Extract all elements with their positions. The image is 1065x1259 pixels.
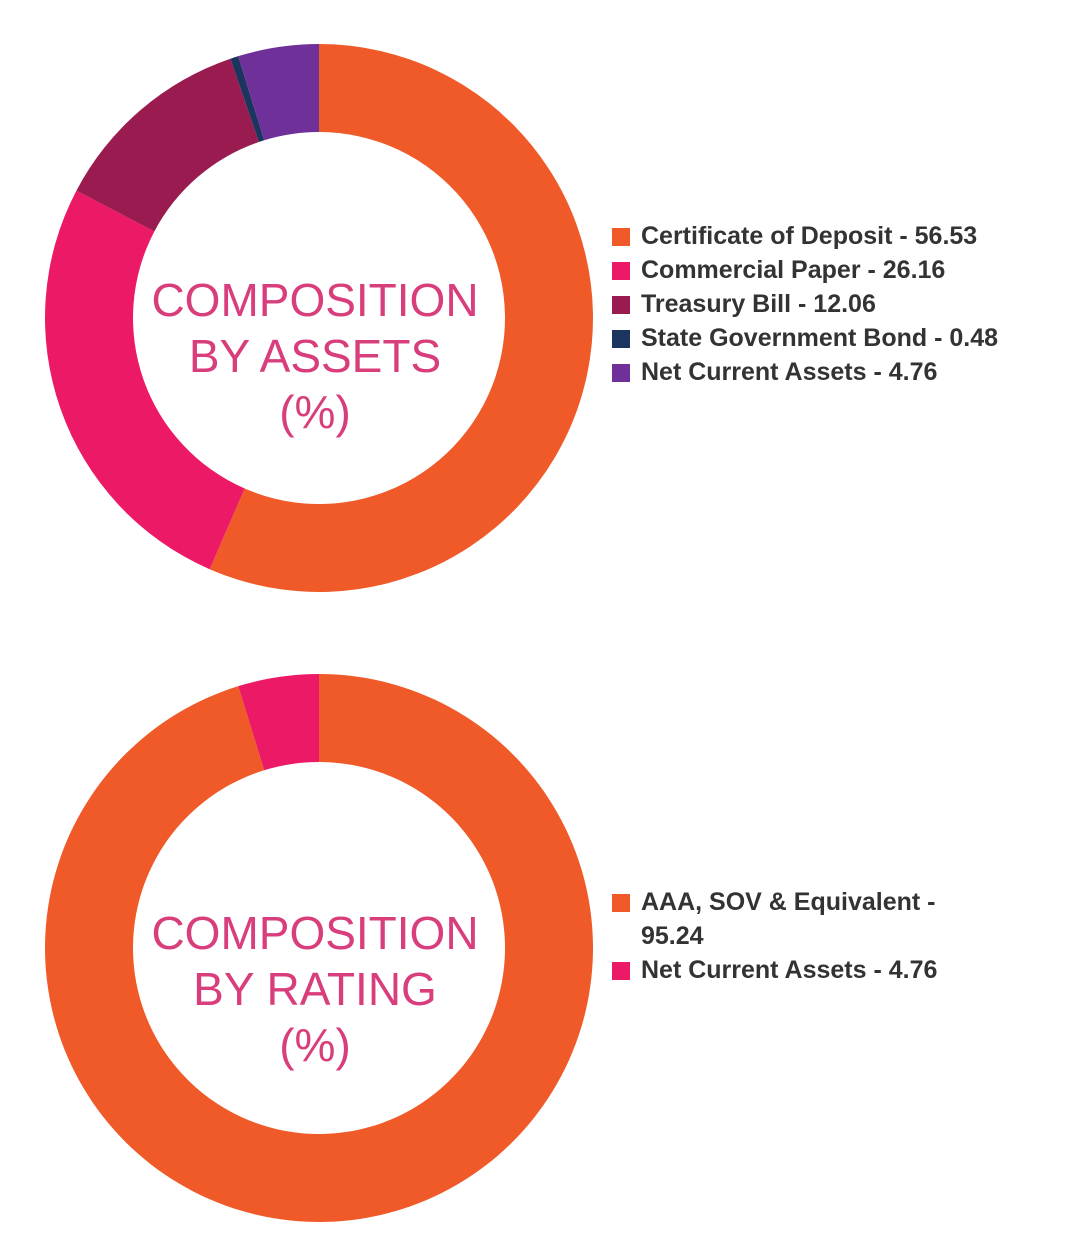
legend-swatch <box>612 364 630 382</box>
composition-by-assets-chart: COMPOSITION BY ASSETS (%) Certificate of… <box>45 44 1041 592</box>
legend-item-net-current-assets: Net Current Assets - 4.76 <box>612 355 1041 389</box>
legend-swatch <box>612 228 630 246</box>
legend-swatch <box>612 330 630 348</box>
slice-aaa-sov-equivalent <box>44 674 593 1222</box>
legend-swatch <box>612 894 630 912</box>
assets-donut <box>45 44 594 592</box>
legend-item-net-current-assets: Net Current Assets - 4.76 <box>612 953 1041 987</box>
legend-swatch <box>612 262 630 280</box>
composition-by-rating-chart: COMPOSITION BY RATING (%) AAA, SOV & Equ… <box>0 630 1065 1259</box>
slice-net-current-assets <box>238 44 319 141</box>
assets-title-line-2: BY ASSETS <box>188 330 442 382</box>
legend-item-certificate-of-deposit: Certificate of Deposit - 56.53 <box>612 219 1041 253</box>
legend-item-commercial-paper: Commercial Paper - 26.16 <box>612 253 1041 287</box>
assets-title-line-3: (%) <box>279 386 351 438</box>
rating-title-line-1: COMPOSITION <box>151 907 479 959</box>
legend-swatch <box>612 296 630 314</box>
rating-title-line-2: BY RATING <box>193 963 437 1015</box>
slice-state-government-bond <box>230 56 265 142</box>
legend-swatch <box>612 962 630 980</box>
slice-net-current-assets <box>238 674 319 771</box>
legend-label: State Government Bond - 0.48 <box>641 324 999 352</box>
rating-donut <box>44 674 593 1222</box>
legend-label: Certificate of Deposit - 56.53 <box>641 222 978 250</box>
legend-label: Commercial Paper - 26.16 <box>641 256 946 284</box>
legend-item-aaa-sov-equivalent: AAA, SOV & Equivalent - 95.24 <box>612 885 986 953</box>
slice-treasury-bill <box>76 58 259 232</box>
rating-title-line-3: (%) <box>279 1019 351 1071</box>
legend-label: Treasury Bill - 12.06 <box>641 290 876 318</box>
legend-label: AAA, SOV & Equivalent - 95.24 <box>641 888 936 950</box>
rating-center-title: COMPOSITION BY RATING (%) <box>120 905 510 1073</box>
legend-item-treasury-bill: Treasury Bill - 12.06 <box>612 287 1041 321</box>
slice-commercial-paper <box>45 190 245 570</box>
assets-center-title: COMPOSITION BY ASSETS (%) <box>120 272 510 440</box>
legend-item-state-government-bond: State Government Bond - 0.48 <box>612 321 1041 355</box>
assets-title-line-1: COMPOSITION <box>151 274 479 326</box>
legend-label: Net Current Assets - 4.76 <box>641 956 938 984</box>
assets-legend: Certificate of Deposit - 56.53 Commercia… <box>612 219 1041 389</box>
legend-label: Net Current Assets - 4.76 <box>641 358 938 386</box>
slice-certificate-of-deposit <box>209 44 594 592</box>
rating-legend: AAA, SOV & Equivalent - 95.24 Net Curren… <box>612 885 1041 987</box>
